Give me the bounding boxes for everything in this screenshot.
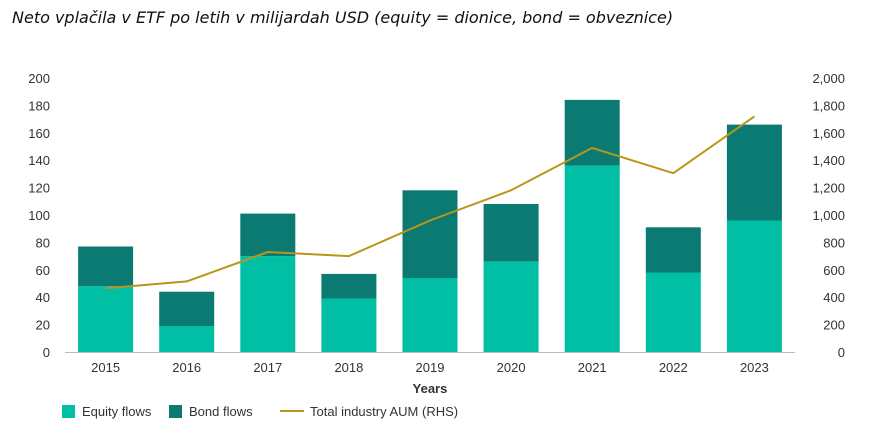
left-tick-label: 100 [28,208,50,223]
left-tick-label: 120 [28,181,50,196]
bond-bar-2022 [645,227,701,273]
left-tick-label: 180 [28,98,50,113]
x-tick-label-2020: 2020 [497,360,526,375]
aum-line-group [105,115,755,290]
equity-bar-2021 [564,165,620,352]
x-tick-label-2018: 2018 [334,360,363,375]
bond-bar-2020 [483,204,539,262]
left-tick-label: 20 [36,318,50,333]
equity-legend-label: Equity flows [82,404,152,419]
right-axis-ticks: 0 200 400 600 800 1,000 1,200 1,400 1,600 1,800 2,… [812,71,845,360]
legend: Equity flows Bond flows Total industry AUM… [62,404,458,419]
left-tick-label: 40 [36,290,50,305]
left-tick-label: 140 [28,153,50,168]
x-axis-ticks: 2015 2016 2017 2018 2019 2020 2021 2022 2023 [91,360,769,375]
equity-bar-2023 [726,220,782,352]
right-tick-label: 800 [823,235,845,250]
right-tick-label: 0 [838,345,845,360]
equity-bar-2017 [240,256,296,352]
equity-bar-2022 [645,272,701,352]
right-tick-label: 600 [823,263,845,278]
right-tick-label: 1,400 [812,153,845,168]
x-tick-label-2019: 2019 [416,360,445,375]
bond-bar-2018 [321,273,377,299]
x-axis-title: Years [413,381,448,396]
bond-bar-2015 [78,246,134,287]
bond-bar-2019 [402,190,458,278]
right-tick-label: 2,000 [812,71,845,86]
left-tick-label: 60 [36,263,50,278]
left-tick-label: 80 [36,235,50,250]
equity-bar-2018 [321,298,377,352]
x-tick-label-2016: 2016 [172,360,201,375]
bond-legend-swatch [169,405,182,418]
equity-legend-swatch [62,405,75,418]
right-tick-label: 1,800 [812,98,845,113]
bond-bar-2017 [240,213,296,257]
right-tick-label: 1,200 [812,181,845,196]
left-tick-label: 0 [43,345,50,360]
equity-bar-2015 [78,286,134,352]
left-tick-label: 200 [28,71,50,86]
equity-bar-2019 [402,278,458,352]
x-tick-label-2015: 2015 [91,360,120,375]
bond-bar-2021 [564,99,620,166]
page-title: Neto vplačila v ETF po letih v milijarda… [12,8,674,27]
x-tick-label-2022: 2022 [659,360,688,375]
equity-bar-2020 [483,261,539,352]
bars-group [78,99,782,352]
right-tick-label: 1,600 [812,126,845,141]
equity-bar-2016 [159,326,215,352]
right-tick-label: 1,000 [812,208,845,223]
aum-legend-label: Total industry AUM (RHS) [310,404,458,419]
bond-bar-2023 [726,124,782,221]
right-tick-label: 200 [823,318,845,333]
left-axis-ticks: 0 20 40 60 80 100 120 140 160 180 200 [28,71,50,360]
aum-line [105,115,755,290]
bond-bar-2016 [159,291,215,326]
x-tick-label-2023: 2023 [740,360,769,375]
left-tick-label: 160 [28,126,50,141]
x-tick-label-2017: 2017 [253,360,282,375]
x-tick-label-2021: 2021 [578,360,607,375]
bond-legend-label: Bond flows [189,404,253,419]
right-tick-label: 400 [823,290,845,305]
